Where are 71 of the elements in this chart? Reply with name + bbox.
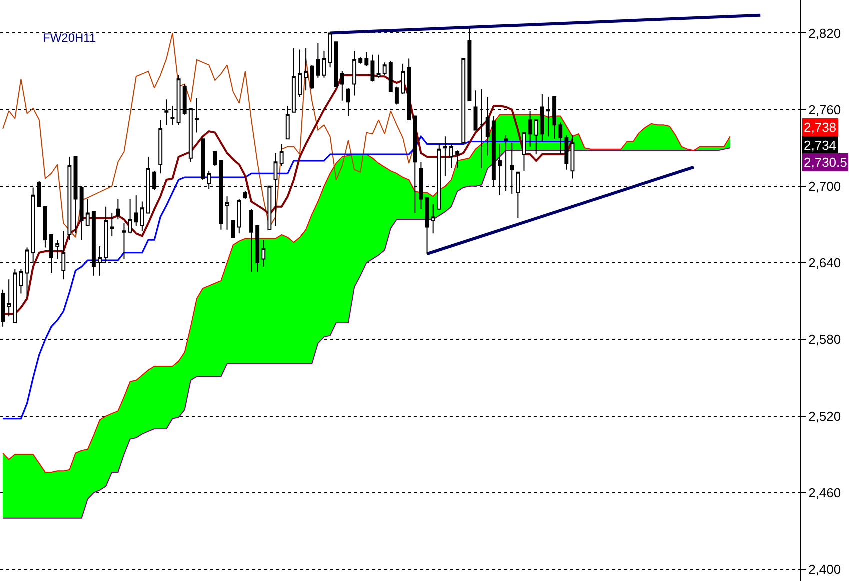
y-tick-label: 2,820	[808, 26, 842, 41]
candlestick	[310, 64, 314, 90]
y-tick-label: 2,400	[808, 562, 842, 578]
candlestick	[564, 134, 569, 170]
candlestick	[43, 206, 48, 248]
candlestick	[243, 191, 248, 200]
y-tick-label: 2,760	[808, 102, 842, 118]
candlestick	[370, 54, 375, 82]
candlestick	[231, 220, 236, 238]
y-tick-label: 2,700	[808, 178, 842, 194]
candlestick	[431, 204, 436, 234]
candlestick	[140, 201, 144, 232]
candlestick	[86, 198, 90, 227]
candlestick	[134, 194, 138, 227]
candlestick	[256, 226, 260, 272]
candlestick	[116, 198, 120, 220]
candlestick	[1, 289, 6, 328]
candlestick	[304, 48, 308, 92]
candlestick	[358, 56, 363, 64]
candlestick	[19, 268, 24, 294]
candlestick	[298, 49, 302, 98]
candlestick	[280, 144, 284, 166]
text: 2,730.5	[804, 155, 848, 170]
candlestick	[13, 268, 18, 324]
candlestick	[213, 151, 218, 166]
candlestick	[158, 120, 163, 174]
candlestick	[316, 42, 320, 78]
y-tick-label: 2,460	[808, 485, 842, 500]
candlestick	[425, 197, 430, 255]
candlestick	[56, 240, 60, 260]
candlestick	[474, 90, 478, 131]
text: 2,734	[804, 138, 837, 153]
candlestick	[237, 198, 242, 234]
candlestick	[456, 150, 460, 170]
candlestick	[570, 134, 575, 180]
text: FW20H11	[43, 31, 96, 46]
candlestick	[437, 144, 442, 210]
candlestick	[340, 71, 344, 102]
candlestick	[352, 50, 357, 96]
candlestick	[407, 58, 412, 121]
candlestick	[462, 58, 466, 144]
candlestick	[110, 212, 114, 237]
candlestick	[201, 138, 206, 181]
candlestick	[522, 132, 526, 172]
y-tick-label: 2,580	[808, 332, 842, 348]
line-series	[2, 32, 416, 238]
candlestick	[419, 162, 424, 210]
candlestick	[128, 198, 132, 234]
candlestick	[388, 60, 393, 92]
candlestick	[401, 63, 406, 95]
candlestick	[225, 196, 230, 230]
candlestick	[450, 144, 454, 170]
candlestick	[516, 172, 520, 219]
candlestick	[382, 62, 387, 76]
candlestick	[376, 54, 381, 78]
candlestick	[558, 122, 563, 156]
y-tick-label: 2,640	[808, 256, 842, 271]
candlestick	[394, 86, 399, 106]
candlestick	[322, 50, 326, 78]
candlestick	[7, 279, 12, 318]
text: 2,738	[804, 120, 837, 135]
candlestick	[364, 52, 369, 67]
candlestick	[443, 136, 448, 177]
candlestick	[262, 240, 266, 268]
y-tick-label: 2,520	[808, 408, 842, 424]
candlestick	[534, 120, 538, 156]
line-series	[2, 74, 574, 316]
line-series	[2, 136, 574, 420]
candlestick	[250, 208, 254, 272]
candlestick	[334, 42, 338, 88]
candlestick	[122, 222, 126, 260]
